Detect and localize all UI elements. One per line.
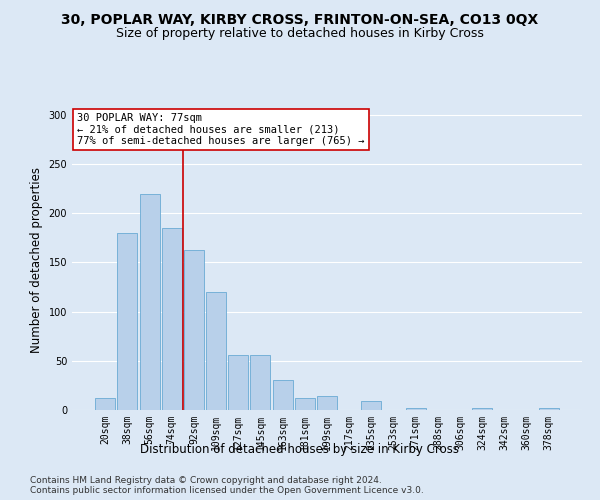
Bar: [228, 355, 248, 410]
Bar: [95, 398, 115, 410]
Text: Size of property relative to detached houses in Kirby Cross: Size of property relative to detached ho…: [116, 28, 484, 40]
Bar: [250, 355, 271, 410]
Bar: [140, 194, 160, 410]
Bar: [118, 233, 137, 410]
Bar: [162, 228, 182, 410]
Text: Contains HM Land Registry data © Crown copyright and database right 2024.
Contai: Contains HM Land Registry data © Crown c…: [30, 476, 424, 495]
Y-axis label: Number of detached properties: Number of detached properties: [30, 167, 43, 353]
Bar: [272, 380, 293, 410]
Text: 30 POPLAR WAY: 77sqm
← 21% of detached houses are smaller (213)
77% of semi-deta: 30 POPLAR WAY: 77sqm ← 21% of detached h…: [77, 113, 365, 146]
Bar: [206, 292, 226, 410]
Text: Distribution of detached houses by size in Kirby Cross: Distribution of detached houses by size …: [140, 442, 460, 456]
Bar: [472, 408, 492, 410]
Bar: [539, 408, 559, 410]
Bar: [406, 408, 426, 410]
Bar: [361, 401, 382, 410]
Bar: [295, 398, 315, 410]
Bar: [184, 250, 204, 410]
Bar: [317, 396, 337, 410]
Text: 30, POPLAR WAY, KIRBY CROSS, FRINTON-ON-SEA, CO13 0QX: 30, POPLAR WAY, KIRBY CROSS, FRINTON-ON-…: [61, 12, 539, 26]
